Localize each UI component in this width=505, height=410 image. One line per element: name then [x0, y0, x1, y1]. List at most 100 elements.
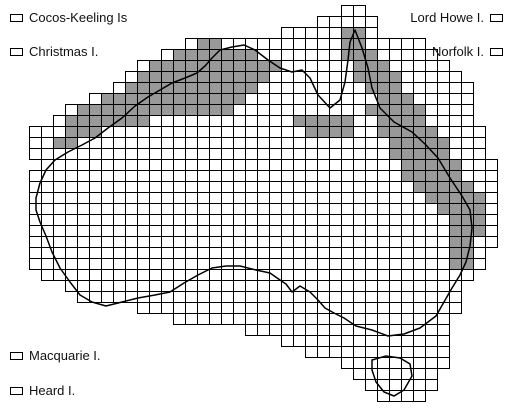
grid-cell[interactable] — [245, 291, 258, 303]
grid-cell[interactable] — [221, 49, 234, 61]
grid-cell[interactable] — [137, 236, 150, 248]
grid-cell[interactable] — [293, 104, 306, 116]
grid-cell[interactable] — [401, 390, 414, 402]
grid-cell[interactable] — [389, 368, 402, 380]
grid-cell[interactable] — [173, 302, 186, 314]
grid-cell[interactable] — [89, 148, 102, 160]
grid-cell[interactable] — [437, 214, 450, 226]
grid-cell[interactable] — [209, 60, 222, 72]
grid-cell[interactable] — [233, 148, 246, 160]
grid-cell[interactable] — [173, 225, 186, 237]
grid-cell[interactable] — [353, 126, 366, 138]
grid-cell[interactable] — [209, 313, 222, 325]
grid-cell[interactable] — [353, 214, 366, 226]
grid-cell[interactable] — [281, 71, 294, 83]
grid-cell[interactable] — [269, 159, 282, 171]
grid-cell[interactable] — [317, 346, 330, 358]
grid-cell[interactable] — [41, 269, 54, 281]
grid-cell[interactable] — [77, 280, 90, 292]
grid-cell[interactable] — [257, 324, 270, 336]
grid-cell[interactable] — [65, 192, 78, 204]
grid-cell[interactable] — [365, 126, 378, 138]
grid-cell[interactable] — [149, 247, 162, 259]
grid-cell[interactable] — [65, 258, 78, 270]
grid-cell[interactable] — [197, 203, 210, 215]
grid-cell[interactable] — [377, 93, 390, 105]
grid-cell[interactable] — [305, 214, 318, 226]
grid-cell[interactable] — [377, 236, 390, 248]
grid-cell[interactable] — [293, 247, 306, 259]
grid-cell[interactable] — [137, 71, 150, 83]
grid-cell[interactable] — [401, 71, 414, 83]
grid-cell[interactable] — [365, 27, 378, 39]
grid-cell[interactable] — [329, 38, 342, 50]
island-macquarie-checkbox[interactable] — [10, 351, 23, 360]
grid-cell[interactable] — [305, 192, 318, 204]
grid-cell[interactable] — [353, 247, 366, 259]
grid-cell[interactable] — [173, 148, 186, 160]
grid-cell[interactable] — [257, 71, 270, 83]
grid-cell[interactable] — [281, 214, 294, 226]
grid-cell[interactable] — [149, 291, 162, 303]
grid-cell[interactable] — [257, 148, 270, 160]
grid-cell[interactable] — [305, 126, 318, 138]
grid-cell[interactable] — [449, 247, 462, 259]
grid-cell[interactable] — [293, 49, 306, 61]
grid-cell[interactable] — [449, 126, 462, 138]
grid-cell[interactable] — [449, 115, 462, 127]
grid-cell[interactable] — [161, 126, 174, 138]
grid-cell[interactable] — [377, 115, 390, 127]
grid-cell[interactable] — [269, 313, 282, 325]
grid-cell[interactable] — [485, 225, 498, 237]
grid-cell[interactable] — [281, 192, 294, 204]
grid-cell[interactable] — [281, 203, 294, 215]
grid-cell[interactable] — [161, 280, 174, 292]
grid-cell[interactable] — [377, 170, 390, 182]
island-macquarie[interactable]: Macquarie I. — [10, 348, 101, 363]
grid-cell[interactable] — [449, 225, 462, 237]
grid-cell[interactable] — [401, 170, 414, 182]
grid-cell[interactable] — [173, 236, 186, 248]
grid-cell[interactable] — [413, 280, 426, 292]
grid-cell[interactable] — [101, 104, 114, 116]
grid-cell[interactable] — [221, 203, 234, 215]
grid-cell[interactable] — [365, 38, 378, 50]
grid-cell[interactable] — [233, 137, 246, 149]
grid-cell[interactable] — [257, 82, 270, 94]
grid-cell[interactable] — [149, 170, 162, 182]
grid-cell[interactable] — [197, 214, 210, 226]
grid-cell[interactable] — [269, 324, 282, 336]
grid-cell[interactable] — [293, 335, 306, 347]
grid-cell[interactable] — [173, 214, 186, 226]
grid-cell[interactable] — [365, 346, 378, 358]
grid-cell[interactable] — [437, 60, 450, 72]
grid-cell[interactable] — [401, 269, 414, 281]
grid-cell[interactable] — [101, 170, 114, 182]
grid-cell[interactable] — [293, 313, 306, 325]
grid-cell[interactable] — [365, 137, 378, 149]
grid-cell[interactable] — [305, 148, 318, 160]
grid-cell[interactable] — [137, 214, 150, 226]
grid-cell[interactable] — [233, 170, 246, 182]
grid-cell[interactable] — [317, 258, 330, 270]
grid-cell[interactable] — [269, 258, 282, 270]
grid-cell[interactable] — [401, 214, 414, 226]
grid-cell[interactable] — [341, 247, 354, 259]
grid-cell[interactable] — [53, 269, 66, 281]
grid-cell[interactable] — [209, 137, 222, 149]
grid-cell[interactable] — [221, 247, 234, 259]
grid-cell[interactable] — [269, 236, 282, 248]
grid-cell[interactable] — [53, 115, 66, 127]
grid-cell[interactable] — [77, 126, 90, 138]
grid-cell[interactable] — [305, 258, 318, 270]
grid-cell[interactable] — [209, 280, 222, 292]
grid-cell[interactable] — [101, 214, 114, 226]
grid-cell[interactable] — [257, 126, 270, 138]
grid-cell[interactable] — [257, 181, 270, 193]
grid-cell[interactable] — [233, 236, 246, 248]
grid-cell[interactable] — [101, 269, 114, 281]
grid-cell[interactable] — [257, 159, 270, 171]
grid-cell[interactable] — [461, 181, 474, 193]
grid-cell[interactable] — [353, 27, 366, 39]
grid-cell[interactable] — [161, 115, 174, 127]
